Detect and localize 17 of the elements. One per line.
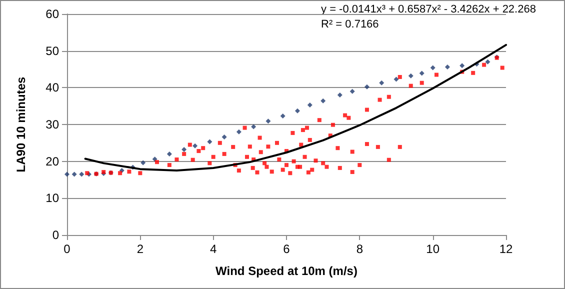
x-tick-label: 2 bbox=[136, 242, 144, 256]
x-tick-label: 4 bbox=[210, 242, 217, 256]
y-tick-label: 10 bbox=[46, 191, 60, 206]
x-tick-label: 0 bbox=[64, 242, 71, 256]
y-tick-label: 30 bbox=[46, 118, 60, 132]
y-tick-label: 60 bbox=[46, 7, 60, 21]
x-tick-label: 6 bbox=[283, 242, 290, 256]
y-axis-title: LA90 10 minutes bbox=[14, 76, 28, 172]
y-tick-label: 20 bbox=[46, 154, 60, 168]
annotation: R² = 0.7166 bbox=[320, 18, 379, 30]
x-axis-title: Wind Speed at 10m (m/s) bbox=[216, 264, 358, 278]
y-tick-label: 0 bbox=[52, 228, 60, 242]
x-tick-label: 10 bbox=[426, 242, 440, 256]
y-tick-label: 50 bbox=[46, 44, 60, 58]
y-tick-label: 40 bbox=[46, 80, 60, 95]
x-tick-label: 12 bbox=[499, 242, 513, 256]
x-tick-label: 8 bbox=[356, 242, 364, 256]
